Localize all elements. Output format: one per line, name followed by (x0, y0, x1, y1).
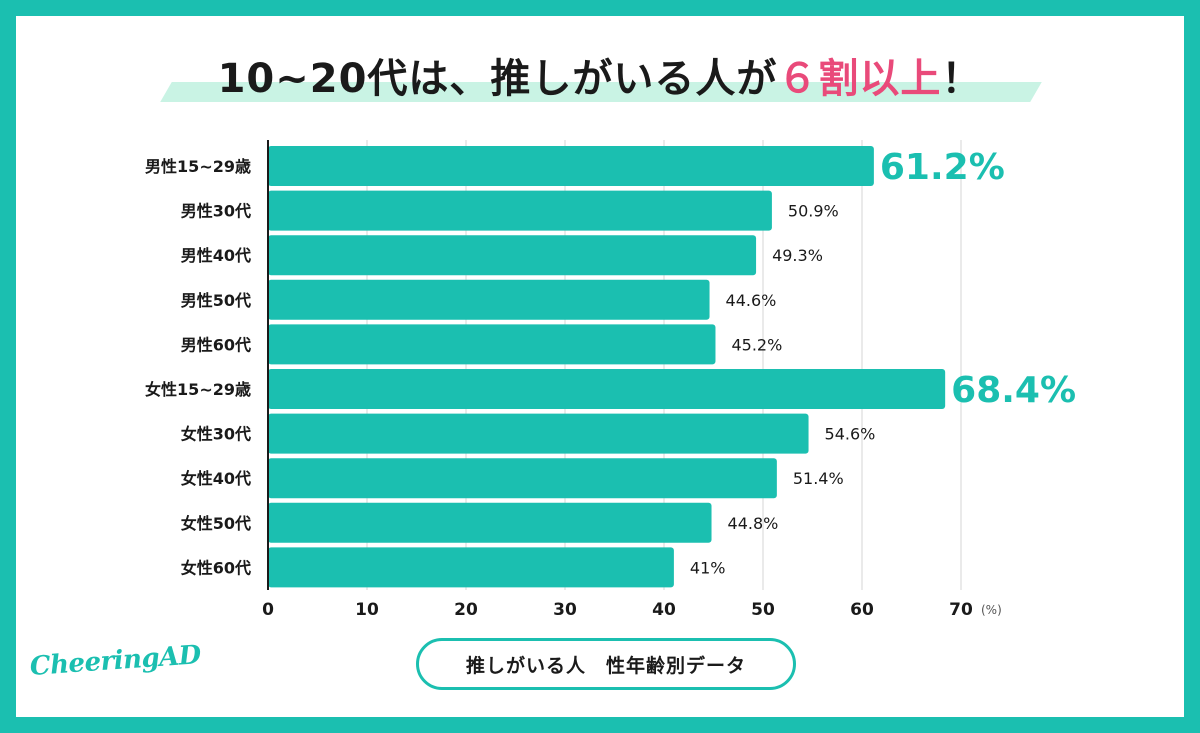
category-label: 男性15~29歳 (145, 157, 251, 176)
x-axis-unit: (%) (981, 603, 1002, 617)
value-label-highlight: 61.2% (880, 147, 1005, 188)
value-label: 54.6% (825, 425, 876, 444)
category-label: 女性15~29歳 (145, 380, 251, 399)
x-tick-label: 30 (553, 600, 577, 620)
value-label: 45.2% (731, 335, 782, 354)
footer-label: 推しがいる人 性年齢別データ (465, 654, 746, 677)
title-accent-text: ６割以上 (777, 56, 942, 102)
category-label: 男性50代 (181, 291, 251, 310)
bar (268, 369, 946, 409)
bar (268, 146, 874, 186)
footer-label-pill: 推しがいる人 性年齢別データ (416, 638, 796, 690)
bar (268, 502, 712, 543)
bar (268, 279, 710, 320)
value-label: 49.3% (772, 246, 823, 265)
title-area: 10~20代は、推しがいる人が６割以上！ (16, 16, 1184, 126)
bar-chart: 男性15~29歳 61.2% 男性30代 50.9% 男性40代 49.3% 男性50代 44… (145, 140, 1076, 620)
x-tick-label: 40 (652, 600, 676, 620)
cheering-ad-logo: CheeringAD (28, 640, 202, 682)
chart-card: 10~20代は、推しがいる人が６割以上！ 男性15~29歳 61.2% 男性30代 5… (16, 16, 1184, 717)
x-tick-label: 50 (751, 600, 775, 620)
value-label: 50.9% (788, 202, 839, 221)
bar (268, 413, 809, 454)
value-label: 44.6% (726, 291, 777, 310)
x-tick-label: 0 (262, 600, 274, 620)
category-label: 女性60代 (181, 558, 251, 577)
value-label: 41% (690, 558, 726, 577)
title-text: 10~20代は、推しがいる人が (217, 56, 778, 102)
x-tick-label: 10 (355, 600, 379, 620)
x-tick-label: 60 (850, 600, 874, 620)
bar (268, 547, 674, 588)
category-label: 女性50代 (181, 514, 251, 533)
category-label: 男性40代 (181, 246, 251, 265)
title-exclamation: ！ (941, 56, 983, 102)
value-label: 44.8% (728, 514, 779, 533)
category-label: 男性30代 (181, 202, 251, 221)
bar (268, 324, 716, 365)
bar (268, 235, 757, 276)
category-label: 女性30代 (181, 425, 251, 444)
x-tick-label: 70 (949, 600, 973, 620)
category-label: 男性60代 (181, 335, 251, 354)
page-title: 10~20代は、推しがいる人が６割以上！ (16, 46, 1184, 104)
bar (268, 458, 777, 499)
bar (268, 190, 772, 231)
x-tick-label: 20 (454, 600, 478, 620)
category-label: 女性40代 (181, 469, 251, 488)
value-label: 51.4% (793, 469, 844, 488)
value-label-highlight: 68.4% (951, 370, 1076, 411)
